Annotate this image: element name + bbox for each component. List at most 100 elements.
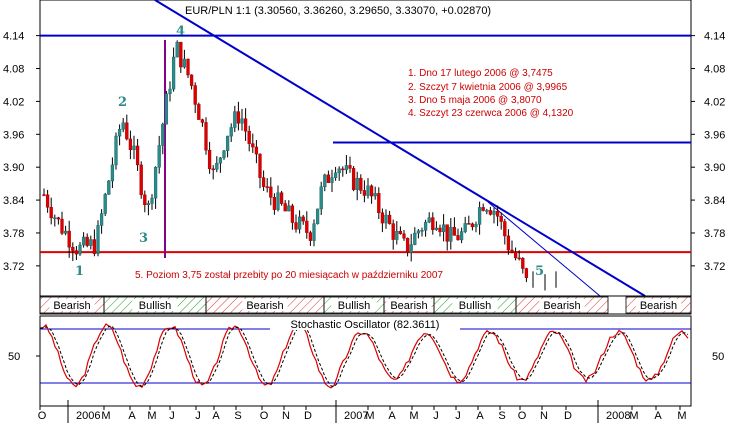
regime-band: Bearish Bullish Bearish Bullish Bearish Bulli…: [39, 295, 692, 315]
month-label: A: [388, 410, 396, 422]
oscillator-title-bg: [270, 317, 460, 330]
candles: [42, 40, 557, 291]
candle-body: [200, 119, 205, 123]
candle-body: [449, 227, 453, 242]
month-label: O: [38, 410, 47, 422]
candle-body: [71, 246, 75, 251]
annotations: 1. Dno 17 lutego 2006 @ 3,7475 2. Szczyt…: [135, 68, 574, 281]
candle-body: [85, 236, 89, 246]
candle-body: [261, 177, 266, 187]
candle-body: [416, 230, 421, 234]
candle-body: [211, 168, 215, 171]
candle-body: [125, 122, 129, 140]
candle-body: [128, 138, 133, 150]
regime-label: Bearish: [543, 300, 580, 312]
candle-body: [121, 122, 125, 130]
regime-label: Bullish: [338, 300, 370, 312]
regime-label-bg: [132, 299, 178, 311]
candle-body: [326, 174, 331, 183]
oscillator-title: Stochastic Oscillator (82.3611): [291, 319, 440, 331]
candle-body: [53, 217, 57, 219]
candle-body: [81, 236, 86, 246]
candle-body: [434, 227, 439, 230]
regime-label: Bullish: [459, 300, 491, 312]
month-label: S: [234, 410, 241, 422]
month-label: M: [629, 410, 638, 422]
candle-body: [366, 185, 370, 196]
candle-body: [207, 149, 212, 170]
wave-label-4: 4: [176, 24, 185, 39]
y-tick-label-right: 3.90: [704, 162, 725, 174]
month-label: O: [518, 410, 527, 422]
y-tick-label-right: 4.02: [704, 96, 725, 108]
y-tick-label-left: 3.96: [3, 129, 24, 141]
candle-body: [240, 118, 244, 124]
candle-body: [218, 157, 223, 164]
month-label: N: [540, 410, 548, 422]
month-label: M: [147, 410, 156, 422]
candle-body: [294, 222, 298, 230]
candle-body: [56, 217, 61, 220]
month-label: S: [498, 410, 505, 422]
regime-label: Bearish: [53, 300, 90, 312]
chart-title: EUR/PLN 1:1 (3.30560, 3.36260, 3.29650, …: [185, 5, 491, 17]
candle-body: [265, 186, 269, 188]
candle-body: [513, 251, 518, 259]
candle-body: [42, 194, 46, 196]
annotation-1: 1. Dno 17 lutego 2006 @ 3,7475: [408, 68, 553, 79]
candle-body: [233, 111, 237, 128]
regime-label-bg: [49, 299, 95, 311]
candle-body: [330, 177, 334, 183]
candle-body: [459, 231, 464, 241]
candle-body: [387, 214, 392, 224]
candle-body: [74, 250, 79, 255]
candle-body: [139, 164, 143, 196]
regime-label-bg: [635, 299, 682, 311]
candle-body: [333, 172, 338, 178]
annotation-2: 2. Szczyt 7 kwietnia 2006 @ 3,9965: [408, 82, 568, 93]
wave-label-1: 1: [75, 264, 84, 279]
candle-body: [186, 58, 190, 76]
candle-body: [272, 197, 277, 210]
month-label: 2006: [76, 410, 100, 422]
candle-body: [524, 268, 529, 279]
candle-body: [204, 122, 208, 151]
stochastic-d-line: [39, 325, 689, 388]
y-tick-label-right: 3.96: [704, 129, 725, 141]
trend-lines: [154, 0, 646, 297]
candle-body: [179, 41, 183, 68]
candle-body: [114, 135, 118, 166]
candle-body: [312, 223, 316, 241]
month-label: 2008: [606, 410, 630, 422]
candle-body: [427, 217, 431, 223]
candle-body: [189, 74, 194, 86]
candle-body: [254, 146, 259, 155]
candle-body: [164, 93, 169, 125]
candle-body: [92, 239, 97, 254]
candle-body: [157, 145, 161, 168]
candle-body: [488, 210, 493, 215]
candle-body: [341, 168, 345, 171]
month-label: J: [433, 410, 439, 422]
regime-label: Bullish: [139, 300, 171, 312]
candle-body: [287, 205, 291, 212]
candle-body: [506, 235, 511, 251]
y-tick-label-right: 3.84: [704, 195, 725, 207]
month-label: A: [212, 410, 220, 422]
candle-body: [225, 135, 230, 152]
candle-body: [107, 180, 111, 195]
candle-body: [355, 177, 359, 190]
candle-body: [143, 194, 147, 206]
month-label: J: [195, 410, 201, 422]
month-label: N: [282, 410, 290, 422]
candle-body: [193, 85, 197, 105]
y-tick-label-left: 3.90: [3, 162, 24, 174]
annotation-3: 3. Dno 5 maja 2006 @ 3,8070: [408, 95, 542, 106]
candle-body: [279, 192, 284, 204]
price-axis: 3.72 3.72 3.78 3.78 3.84 3.84 3.90 3.90 3.96 3.96…: [3, 31, 725, 273]
candle-body: [413, 232, 417, 245]
month-label: J: [455, 410, 461, 422]
candle-body: [369, 185, 374, 197]
candle-body: [495, 210, 500, 217]
candle-body: [251, 143, 255, 148]
